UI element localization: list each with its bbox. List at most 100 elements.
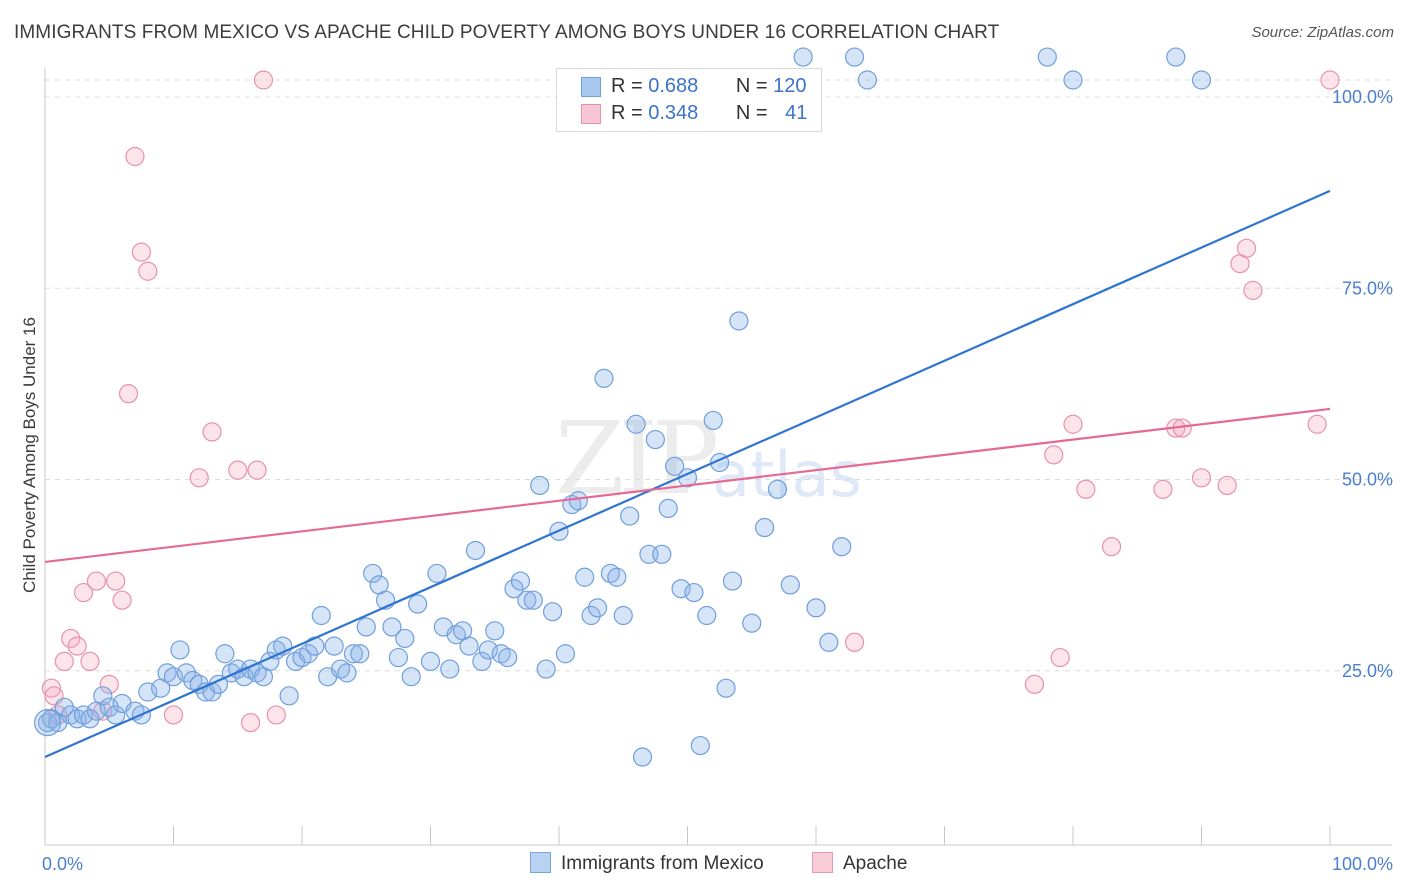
point-mexico <box>99 697 119 717</box>
point-apache <box>118 384 139 404</box>
r-value: 0.348 <box>648 102 699 124</box>
point-mexico <box>575 567 595 587</box>
point-mexico <box>356 617 376 637</box>
point-mexico <box>716 678 736 698</box>
point-apache <box>61 628 81 649</box>
trend-line-mexico <box>44 189 1331 759</box>
point-apache <box>228 460 248 480</box>
chart-title: IMMIGRANTS FROM MEXICO VS APACHE CHILD P… <box>14 22 1000 43</box>
point-apache <box>80 651 100 672</box>
legend-swatch-mexico <box>530 852 551 873</box>
point-mexico <box>395 628 415 649</box>
source-credit: Source: ZipAtlas.com <box>1251 24 1394 41</box>
point-mexico <box>382 617 402 637</box>
point-mexico <box>363 563 383 584</box>
point-mexico <box>684 582 704 603</box>
point-mexico <box>671 579 691 599</box>
trend-lines <box>44 189 1331 759</box>
point-mexico <box>80 709 100 729</box>
point-mexico <box>427 563 447 584</box>
point-apache <box>1153 479 1173 499</box>
point-mexico <box>793 47 813 67</box>
point-apache <box>138 261 158 281</box>
point-mexico <box>298 644 319 664</box>
point-mexico <box>215 644 235 664</box>
point-apache <box>266 705 286 725</box>
x-tick-label: 0.0% <box>42 854 83 874</box>
point-mexico <box>690 735 710 756</box>
point-mexico <box>613 605 633 626</box>
point-mexico <box>568 491 588 511</box>
point-mexico <box>581 605 601 626</box>
point-mexico <box>819 632 839 652</box>
point-apache <box>1044 445 1064 465</box>
n-label: N = <box>735 75 774 97</box>
point-mexico <box>1166 47 1186 67</box>
point-mexico <box>408 594 428 614</box>
axes <box>44 68 1392 846</box>
correlation-legend: R = 0.688 N = 120 R = 0.348 N = 41 <box>556 68 822 132</box>
point-apache <box>86 571 107 591</box>
r-label: R = <box>611 102 649 124</box>
point-apache <box>1243 280 1263 300</box>
point-mexico <box>279 686 299 706</box>
point-apache <box>247 460 267 480</box>
point-mexico <box>343 644 363 664</box>
trend-line-apache <box>44 407 1331 564</box>
point-apache <box>131 242 151 262</box>
y-tick-label: 100.0% <box>1332 87 1393 107</box>
point-mexico <box>93 686 113 706</box>
y-tick-label: 25.0% <box>1342 661 1393 681</box>
point-mexico <box>472 651 492 672</box>
point-mexico <box>665 456 685 476</box>
point-apache <box>54 651 74 672</box>
point-mexico <box>754 517 775 538</box>
point-mexico <box>594 368 614 388</box>
point-mexico <box>1063 70 1083 90</box>
r-value: 0.688 <box>648 75 699 97</box>
point-mexico <box>626 414 646 434</box>
point-apache <box>1320 70 1340 90</box>
legend-swatch-apache <box>581 103 601 124</box>
point-apache <box>163 705 184 725</box>
point-mexico <box>37 712 58 733</box>
point-mexico <box>459 636 479 656</box>
point-mexico <box>857 70 878 90</box>
point-apache <box>844 632 865 652</box>
point-apache <box>1191 468 1212 488</box>
point-apache <box>1217 475 1237 496</box>
point-mexico <box>742 613 762 633</box>
point-apache <box>106 571 126 591</box>
point-apache <box>1236 238 1257 258</box>
legend-item-apache[interactable]: Apache <box>812 852 907 875</box>
point-mexico <box>517 590 537 610</box>
point-mexico <box>465 540 486 561</box>
point-mexico <box>163 667 184 687</box>
point-mexico <box>33 708 62 737</box>
point-mexico <box>832 537 852 557</box>
point-mexico <box>729 311 749 331</box>
point-mexico <box>844 47 865 67</box>
series-legend: Immigrants from Mexico Apache <box>0 852 1406 878</box>
point-mexico <box>722 571 743 591</box>
n-value: 41 <box>785 102 808 124</box>
point-mexico <box>420 651 441 672</box>
series-apache <box>41 70 1340 733</box>
point-mexico <box>311 605 331 626</box>
point-apache <box>1101 537 1122 557</box>
point-apache <box>41 678 62 698</box>
n-label: N = <box>735 102 774 124</box>
r-label: R = <box>611 75 649 97</box>
point-mexico <box>350 644 370 664</box>
point-apache <box>1307 414 1327 434</box>
point-apache <box>253 70 274 90</box>
point-mexico <box>697 605 717 626</box>
point-mexico <box>176 663 196 683</box>
point-mexico <box>703 410 723 431</box>
point-mexico <box>498 647 518 668</box>
y-tick-label: 75.0% <box>1342 278 1393 298</box>
point-mexico <box>1037 47 1057 67</box>
legend-item-mexico[interactable]: Immigrants from Mexico <box>530 852 764 875</box>
point-mexico <box>504 579 524 599</box>
